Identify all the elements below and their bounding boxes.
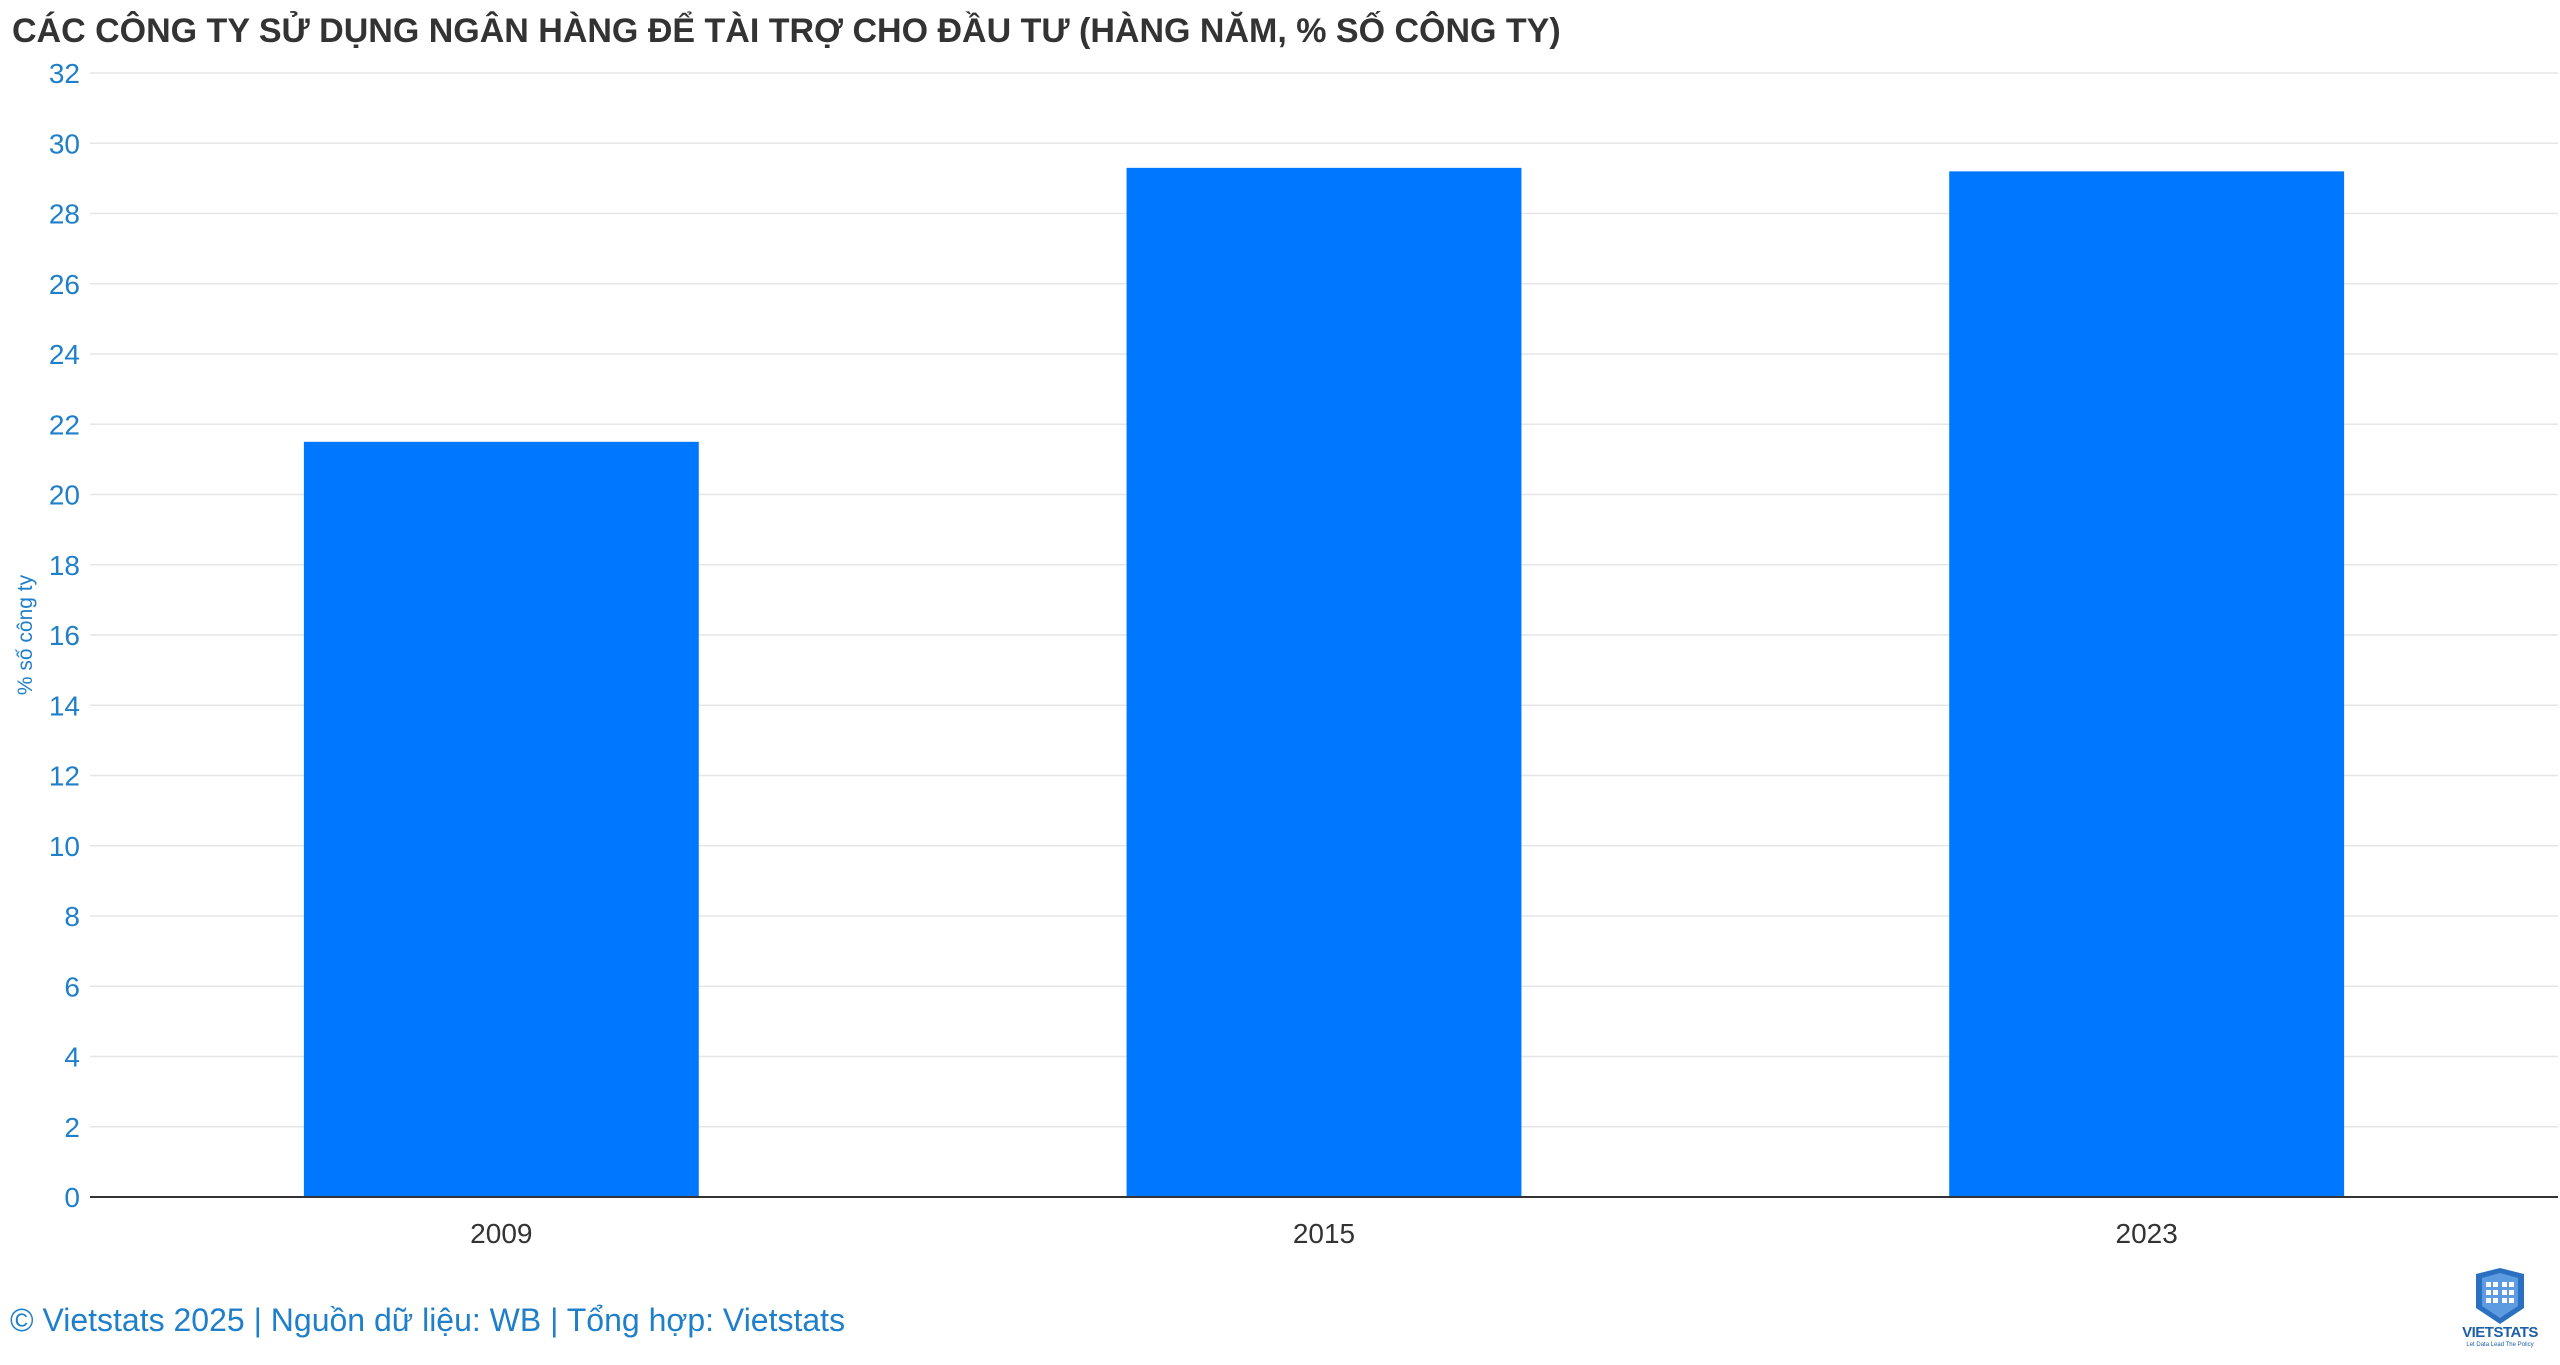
bars xyxy=(303,167,2345,1198)
source-footer: © Vietstats 2025 | Nguồn dữ liệu: WB | T… xyxy=(10,1302,846,1338)
y-tick-label: 16 xyxy=(49,620,80,651)
logo-tagline: Let Data Lead The Policy xyxy=(2466,1342,2534,1348)
y-tick-label: 18 xyxy=(49,550,80,581)
building-shield-logo-icon xyxy=(2476,1268,2524,1324)
bar-2009[interactable] xyxy=(303,441,699,1197)
y-tick-label: 8 xyxy=(64,901,80,932)
y-tick-label: 30 xyxy=(49,128,80,159)
x-tick-label: 2015 xyxy=(1293,1218,1355,1249)
y-tick-label: 6 xyxy=(64,971,80,1002)
x-tick-label: 2009 xyxy=(470,1218,532,1249)
logo-wordmark: VIETSTATS xyxy=(2462,1324,2538,1341)
y-tick-label: 10 xyxy=(49,831,80,862)
y-tick-label: 28 xyxy=(49,199,80,230)
y-tick-label: 2 xyxy=(64,1112,80,1143)
y-tick-label: 22 xyxy=(49,409,80,440)
bar-2015[interactable] xyxy=(1126,167,1522,1197)
y-tick-label: 14 xyxy=(49,690,80,721)
x-axis-ticks: 2009 2015 2023 xyxy=(470,1218,2178,1249)
y-tick-label: 26 xyxy=(49,269,80,300)
y-tick-label: 32 xyxy=(49,58,80,89)
x-tick-label: 2023 xyxy=(2116,1218,2178,1249)
vietstats-logo: VIETSTATS Let Data Lead The Policy xyxy=(2462,1268,2538,1352)
bar-2023[interactable] xyxy=(1949,171,2345,1198)
y-axis-label: % số công ty xyxy=(14,574,37,695)
chart-title: CÁC CÔNG TY SỬ DỤNG NGÂN HÀNG ĐỂ TÀI TRỢ… xyxy=(12,12,1561,50)
y-tick-label: 12 xyxy=(49,761,80,792)
y-tick-label: 4 xyxy=(64,1042,80,1073)
y-tick-label: 0 xyxy=(64,1182,80,1213)
y-tick-label: 20 xyxy=(49,480,80,511)
y-tick-label: 24 xyxy=(49,339,80,370)
